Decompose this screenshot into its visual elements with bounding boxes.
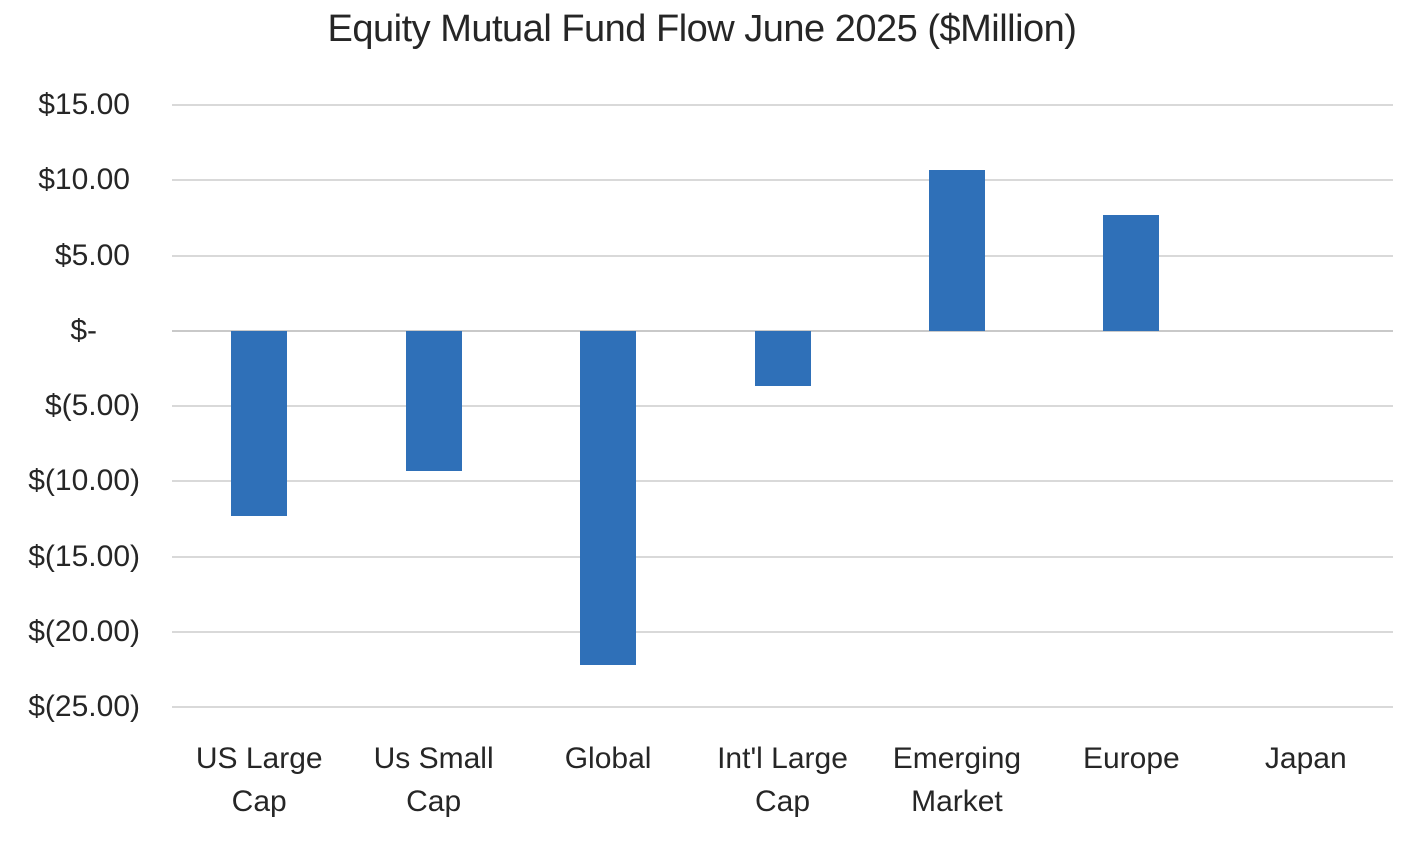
y-tick-label: $(5.00) <box>44 389 140 422</box>
x-category-label: Us Small Cap <box>373 742 494 818</box>
bar-us-small-cap <box>405 330 462 471</box>
gridline <box>172 104 1393 106</box>
bar-global <box>580 330 637 665</box>
gridline <box>172 630 1393 633</box>
gridline <box>172 179 1393 182</box>
x-category-label: Emerging Market <box>892 742 1022 818</box>
y-tick-label: $(20.00) <box>28 614 140 648</box>
bar-europe <box>1103 214 1160 331</box>
y-tick-label: $- <box>70 313 97 347</box>
y-tick-label: $10.00 <box>38 163 130 197</box>
x-category-label: Japan <box>1264 742 1347 775</box>
gridline <box>172 480 1393 483</box>
gridline <box>172 555 1393 558</box>
y-tick-label: $15.00 <box>38 88 130 121</box>
x-category-label: US Large Cap <box>195 742 323 818</box>
y-tick-label: $(25.00) <box>28 690 140 723</box>
y-tick-label: $(10.00) <box>28 464 140 498</box>
x-category-label: Europe <box>1082 742 1180 775</box>
gridline <box>172 405 1393 407</box>
y-tick-label: $(15.00) <box>28 539 140 573</box>
y-tick-label: $5.00 <box>54 238 130 272</box>
gridline <box>172 706 1393 708</box>
x-category-label: Int'l Large Cap <box>717 742 848 818</box>
bar-us-large-cap <box>231 330 288 516</box>
bar-int-l-large-cap <box>754 330 811 387</box>
gridline <box>172 254 1393 257</box>
bar-emerging-market <box>928 169 985 331</box>
chart-title: Equity Mutual Fund Flow June 2025 ($Mill… <box>327 8 1077 50</box>
x-category-label: Global <box>564 742 652 775</box>
